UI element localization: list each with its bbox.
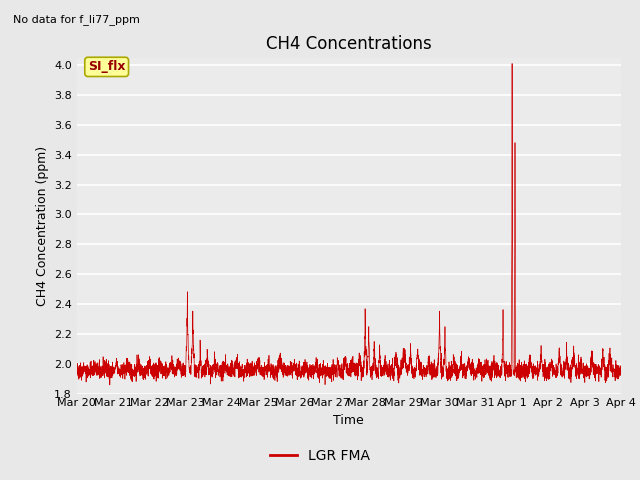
- Text: No data for f_li77_ppm: No data for f_li77_ppm: [13, 14, 140, 25]
- Title: CH4 Concentrations: CH4 Concentrations: [266, 35, 431, 53]
- Y-axis label: CH4 Concentration (ppm): CH4 Concentration (ppm): [35, 145, 49, 306]
- Text: SI_flx: SI_flx: [88, 60, 125, 73]
- Legend: LGR FMA: LGR FMA: [264, 443, 376, 468]
- X-axis label: Time: Time: [333, 414, 364, 427]
